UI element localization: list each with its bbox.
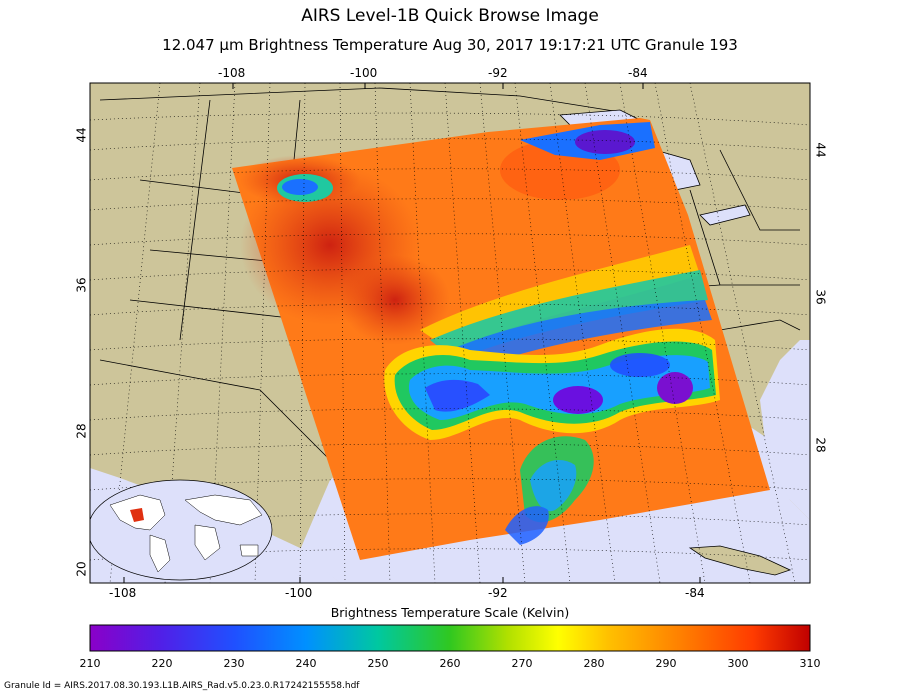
- graticule: [90, 83, 810, 583]
- bottom-lon-tick: -108: [109, 586, 137, 600]
- top-lon-tick: -100: [350, 66, 378, 80]
- map-panel: [90, 83, 810, 583]
- colorbar-title: Brightness Temperature Scale (Kelvin): [330, 605, 570, 620]
- colorbar-tick: 220: [151, 657, 173, 670]
- colorbar-tick: 300: [727, 657, 749, 670]
- map-frame: [89, 82, 811, 584]
- bottom-lon-tick: -100: [285, 586, 313, 600]
- top-lon-tick: -108: [218, 66, 246, 80]
- location-inset-globe: [90, 479, 273, 581]
- right-lat-tick: 44: [813, 142, 828, 158]
- colorbar-tick: 250: [367, 657, 389, 670]
- image-subtitle: 12.047 µm Brightness Temperature Aug 30,…: [162, 36, 738, 54]
- lake-erie: [699, 204, 751, 226]
- granule-id-label: Granule Id = AIRS.2017.08.30.193.L1B.AIR…: [4, 681, 360, 691]
- left-lat-tick: 44: [74, 127, 89, 143]
- colorbar-tick: 290: [655, 657, 677, 670]
- axis-ticks: [123, 83, 701, 583]
- colorbar-tick: 210: [79, 657, 101, 670]
- colorbar-tick: 240: [295, 657, 317, 670]
- right-lat-tick: 36: [813, 289, 828, 305]
- right-lat-tick: 28: [813, 437, 828, 453]
- bottom-lon-tick: -84: [685, 586, 705, 600]
- left-lat-tick: 28: [74, 423, 89, 439]
- left-lat-tick: 20: [74, 561, 89, 577]
- colorbar-tick: 260: [439, 657, 461, 670]
- granule-location-marker: [130, 508, 144, 522]
- colorbar-tick: 270: [511, 657, 533, 670]
- cuba: [688, 545, 792, 576]
- image-title: AIRS Level-1B Quick Browse Image: [301, 6, 599, 26]
- top-lon-tick: -84: [628, 66, 648, 80]
- bottom-lon-tick: -92: [488, 586, 508, 600]
- top-lon-tick: -92: [488, 66, 508, 80]
- atlantic-ocean: [760, 340, 810, 520]
- colorbar-tick: 310: [799, 657, 821, 670]
- colorbar: [89, 624, 811, 652]
- airs-swath: [232, 118, 770, 560]
- colorbar-tick: 280: [583, 657, 605, 670]
- left-lat-tick: 36: [74, 277, 89, 293]
- colorbar-tick: 230: [223, 657, 245, 670]
